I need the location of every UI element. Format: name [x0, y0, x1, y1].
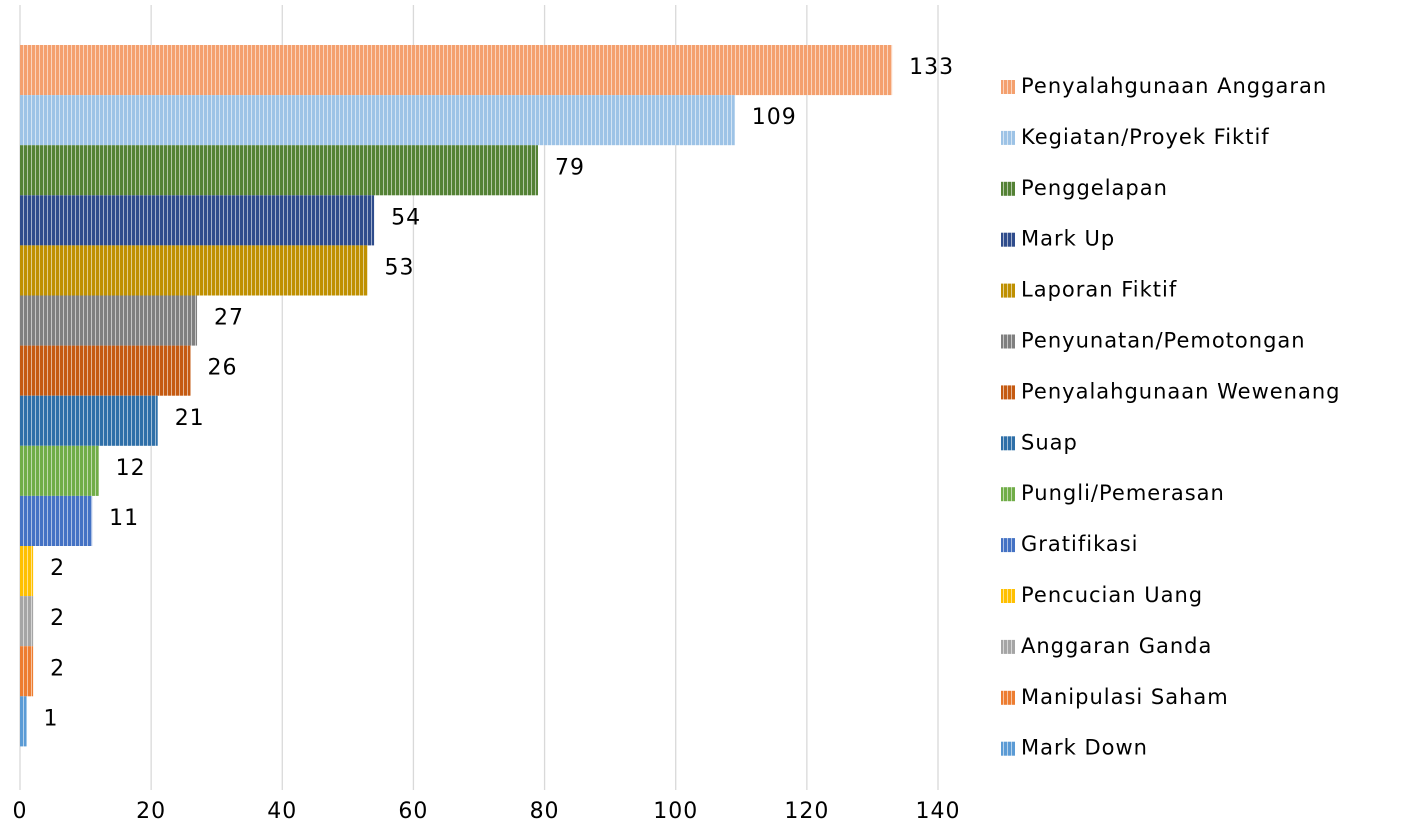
- data-label: 21: [175, 406, 205, 431]
- legend-swatch: [1001, 436, 1015, 451]
- legend-swatch: [1001, 80, 1015, 94]
- legend-label: Gratifikasi: [1021, 532, 1139, 556]
- legend-label: Penggelapan: [1021, 176, 1168, 200]
- data-label: 2: [50, 556, 65, 581]
- legend-swatch: [1001, 130, 1015, 145]
- legend-swatch: [1001, 283, 1015, 298]
- bar: [20, 495, 93, 546]
- bar: [20, 395, 158, 446]
- legend-label: Laporan Fiktif: [1021, 278, 1177, 302]
- bar: [20, 445, 99, 496]
- data-label: 26: [207, 356, 237, 381]
- legend-swatch: [1001, 487, 1015, 502]
- bar: [20, 245, 368, 296]
- legend-swatch: [1001, 690, 1015, 705]
- bar: [20, 696, 27, 747]
- data-label: 79: [555, 155, 585, 180]
- bar: [20, 295, 198, 346]
- data-label: 12: [116, 456, 146, 481]
- x-tick-label: 80: [530, 799, 560, 824]
- data-label: 53: [385, 255, 415, 280]
- legend-label: Penyalahgunaan Anggaran: [1021, 74, 1327, 98]
- legend-swatch: [1001, 385, 1015, 400]
- legend-label: Penyunatan/Pemotongan: [1021, 329, 1306, 353]
- bar: [20, 45, 893, 96]
- data-label: 1: [44, 706, 59, 731]
- data-label: 133: [909, 55, 954, 80]
- bar: [20, 145, 539, 196]
- data-label: 11: [109, 506, 139, 531]
- bar: [20, 546, 34, 597]
- data-label: 27: [214, 306, 244, 331]
- legend-swatch: [1001, 639, 1015, 654]
- bar: [20, 345, 191, 396]
- legend-swatch: [1001, 181, 1015, 196]
- legend-label: Anggaran Ganda: [1021, 634, 1212, 658]
- legend-label: Pungli/Pemerasan: [1021, 481, 1225, 505]
- legend-label: Mark Up: [1021, 227, 1115, 251]
- bar: [20, 95, 735, 146]
- legend-label: Penyalahgunaan Wewenang: [1021, 379, 1341, 403]
- x-tick-label: 0: [13, 799, 28, 824]
- x-tick-label: 20: [136, 799, 166, 824]
- legend-swatch: [1001, 589, 1015, 603]
- legend-label: Suap: [1021, 430, 1078, 454]
- legend-swatch: [1001, 741, 1015, 756]
- legend-swatch: [1001, 232, 1015, 247]
- data-label: 2: [50, 606, 65, 631]
- bar: [20, 596, 34, 647]
- data-label: 54: [391, 205, 421, 230]
- legend-label: Mark Down: [1021, 736, 1148, 760]
- x-tick-label: 140: [916, 799, 961, 824]
- x-tick-label: 60: [398, 799, 428, 824]
- legend-label: Pencucian Uang: [1021, 583, 1203, 607]
- x-tick-label: 120: [784, 799, 829, 824]
- data-label: 109: [752, 105, 797, 130]
- bar: [20, 646, 34, 697]
- bar: [20, 195, 375, 246]
- legend-swatch: [1001, 538, 1015, 553]
- legend-swatch: [1001, 334, 1015, 349]
- data-label: 2: [50, 656, 65, 681]
- legend-label: Kegiatan/Proyek Fiktif: [1021, 125, 1270, 149]
- x-tick-label: 40: [267, 799, 297, 824]
- x-tick-label: 100: [653, 799, 698, 824]
- legend-label: Manipulasi Saham: [1021, 685, 1229, 709]
